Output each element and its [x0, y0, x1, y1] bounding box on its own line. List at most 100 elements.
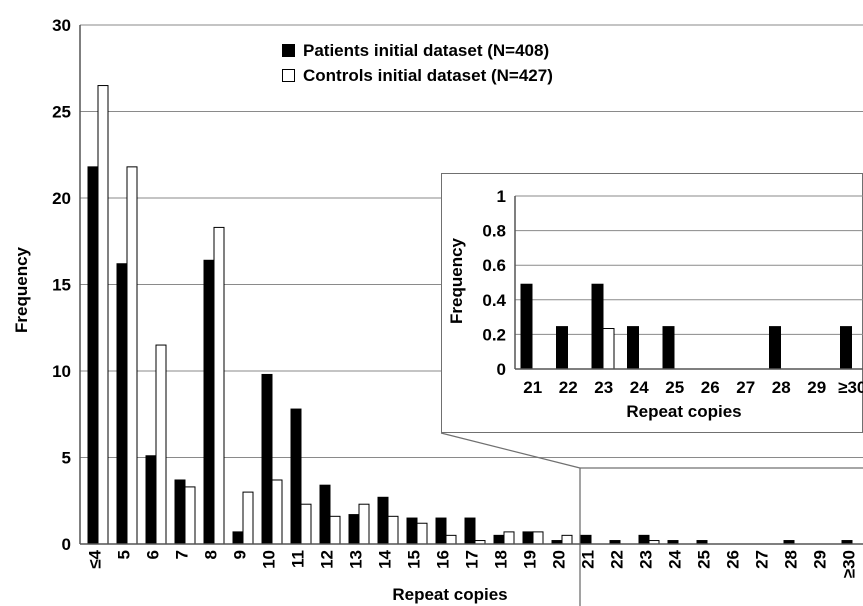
main-x-tick-label: 29: [811, 550, 830, 569]
legend-label-patients: Patients initial dataset (N=408): [303, 40, 550, 60]
inset-x-tick-label: 29: [807, 378, 826, 397]
main-bar-controls: [561, 534, 573, 545]
main-y-tick-labels: 0 5 10 15 20 25 30: [52, 16, 71, 554]
main-x-tick-label: 9: [231, 550, 250, 559]
main-bar-patients: [261, 373, 273, 545]
inset-y-tick-label: 0.2: [482, 325, 506, 344]
main-bar-controls: [213, 226, 225, 545]
main-x-tick-label: 28: [782, 550, 801, 569]
main-x-tick-label: 26: [724, 550, 743, 569]
main-x-tick-label: 6: [144, 550, 163, 559]
main-bar-patients: [319, 484, 331, 545]
inset-bar-patients: [591, 283, 604, 370]
main-bar-patients: [406, 517, 418, 545]
main-x-tick-label: 19: [521, 550, 540, 569]
main-bar-patients: [638, 534, 650, 545]
inset-gridlines: [515, 195, 863, 335]
inset-x-tick-labels: 21 22 23 24 25 26 27 28 29 ≥30: [523, 378, 863, 397]
y-axis-title: Frequency: [12, 246, 31, 333]
legend-item-controls: Controls initial dataset (N=427): [282, 63, 553, 88]
main-bar-patients: [174, 479, 186, 545]
inset-bars: [520, 283, 852, 370]
main-bar-controls: [532, 531, 544, 545]
inset-y-axis-title: Frequency: [447, 237, 466, 324]
main-x-tick-label: 15: [405, 550, 424, 569]
inset-x-axis-title: Repeat copies: [626, 402, 741, 421]
main-bar-patients: [290, 408, 302, 545]
main-bar-controls: [503, 531, 515, 545]
main-bar-patients: [377, 496, 389, 545]
main-y-tick-label: 5: [62, 449, 71, 468]
inset-x-tick-label: ≥30: [838, 378, 863, 397]
main-bar-patients: [232, 531, 244, 545]
main-bar-patients: [580, 534, 592, 545]
main-bar-controls: [358, 503, 370, 545]
main-bar-controls: [242, 491, 254, 545]
main-bar-controls: [97, 85, 109, 545]
main-x-tick-label: 24: [666, 549, 685, 568]
main-bar-patients: [145, 455, 157, 545]
main-bar-controls: [271, 479, 283, 545]
main-x-tick-label: 23: [637, 550, 656, 569]
x-axis-title: Repeat copies: [392, 585, 507, 604]
main-x-tick-label: 8: [202, 550, 221, 559]
main-x-tick-label: 20: [550, 550, 569, 569]
main-y-tick-label: 15: [52, 276, 71, 295]
main-x-tick-label: ≤4: [86, 549, 105, 568]
inset-y-tick-label: 0.4: [482, 291, 506, 310]
inset-y-tick-labels: 0 0.2 0.4 0.6 0.8 1: [482, 187, 506, 379]
inset-x-tick-label: 21: [523, 378, 542, 397]
inset-y-tick-label: 1: [497, 187, 506, 206]
main-y-tick-label: 10: [52, 362, 71, 381]
main-bar-patients: [493, 534, 505, 545]
main-x-tick-label: 16: [434, 550, 453, 569]
inset-x-tick-label: 26: [701, 378, 720, 397]
main-x-tick-label: 14: [376, 549, 395, 568]
main-bar-patients: [116, 263, 128, 545]
main-axes: [79, 25, 863, 545]
main-x-tick-label: 13: [347, 550, 366, 569]
main-bar-patients: [87, 166, 99, 545]
main-y-tick-label: 0: [62, 535, 71, 554]
main-bar-controls: [416, 522, 428, 545]
main-x-tick-label: 7: [173, 550, 192, 559]
zoom-connector-lines: [440, 432, 863, 606]
main-x-tick-label: 21: [579, 550, 598, 569]
inset-axes: [514, 196, 863, 370]
legend-swatch-controls: [282, 69, 295, 82]
main-bar-patients: [203, 259, 215, 545]
inset-y-tick-label: 0.8: [482, 222, 506, 241]
main-bar-controls: [329, 515, 341, 545]
main-y-tick-label: 30: [52, 16, 71, 35]
inset-bar-patients: [662, 326, 675, 370]
legend-label-controls: Controls initial dataset (N=427): [303, 65, 553, 85]
main-bar-patients: [464, 517, 476, 545]
main-x-tick-label: 25: [695, 550, 714, 569]
inset-x-tick-label: 22: [559, 378, 578, 397]
main-x-tick-label: 22: [608, 550, 627, 569]
inset-bar-controls: [602, 328, 615, 370]
main-bar-patients: [522, 531, 534, 545]
inset-bar-patients: [769, 326, 781, 370]
main-x-tick-label: 27: [753, 550, 772, 569]
inset-x-tick-label: 27: [736, 378, 755, 397]
main-bar-controls: [387, 515, 399, 545]
inset-bar-patients: [556, 326, 568, 370]
inset-x-tick-label: 28: [772, 378, 791, 397]
inset-bar-patients: [840, 326, 852, 370]
inset-x-tick-label: 25: [665, 378, 684, 397]
connector-line: [440, 432, 581, 469]
inset-y-tick-label: 0: [497, 360, 506, 379]
main-bar-patients: [435, 517, 447, 545]
main-y-tick-label: 20: [52, 189, 71, 208]
main-x-tick-label: 12: [318, 550, 337, 569]
main-y-tick-label: 25: [52, 103, 71, 122]
inset-y-tick-label: 0.6: [482, 256, 506, 275]
main-bar-controls: [155, 344, 167, 545]
main-bar-controls: [126, 166, 138, 545]
legend: Patients initial dataset (N=408) Control…: [282, 38, 553, 88]
main-x-tick-label: ≥30: [840, 550, 859, 578]
main-x-tick-label: 5: [115, 550, 134, 559]
inset-chart: 0 0.2 0.4 0.6 0.8 1 21 22 23 24 25 26 27 28 29 ≥30 Rep…: [441, 173, 863, 433]
